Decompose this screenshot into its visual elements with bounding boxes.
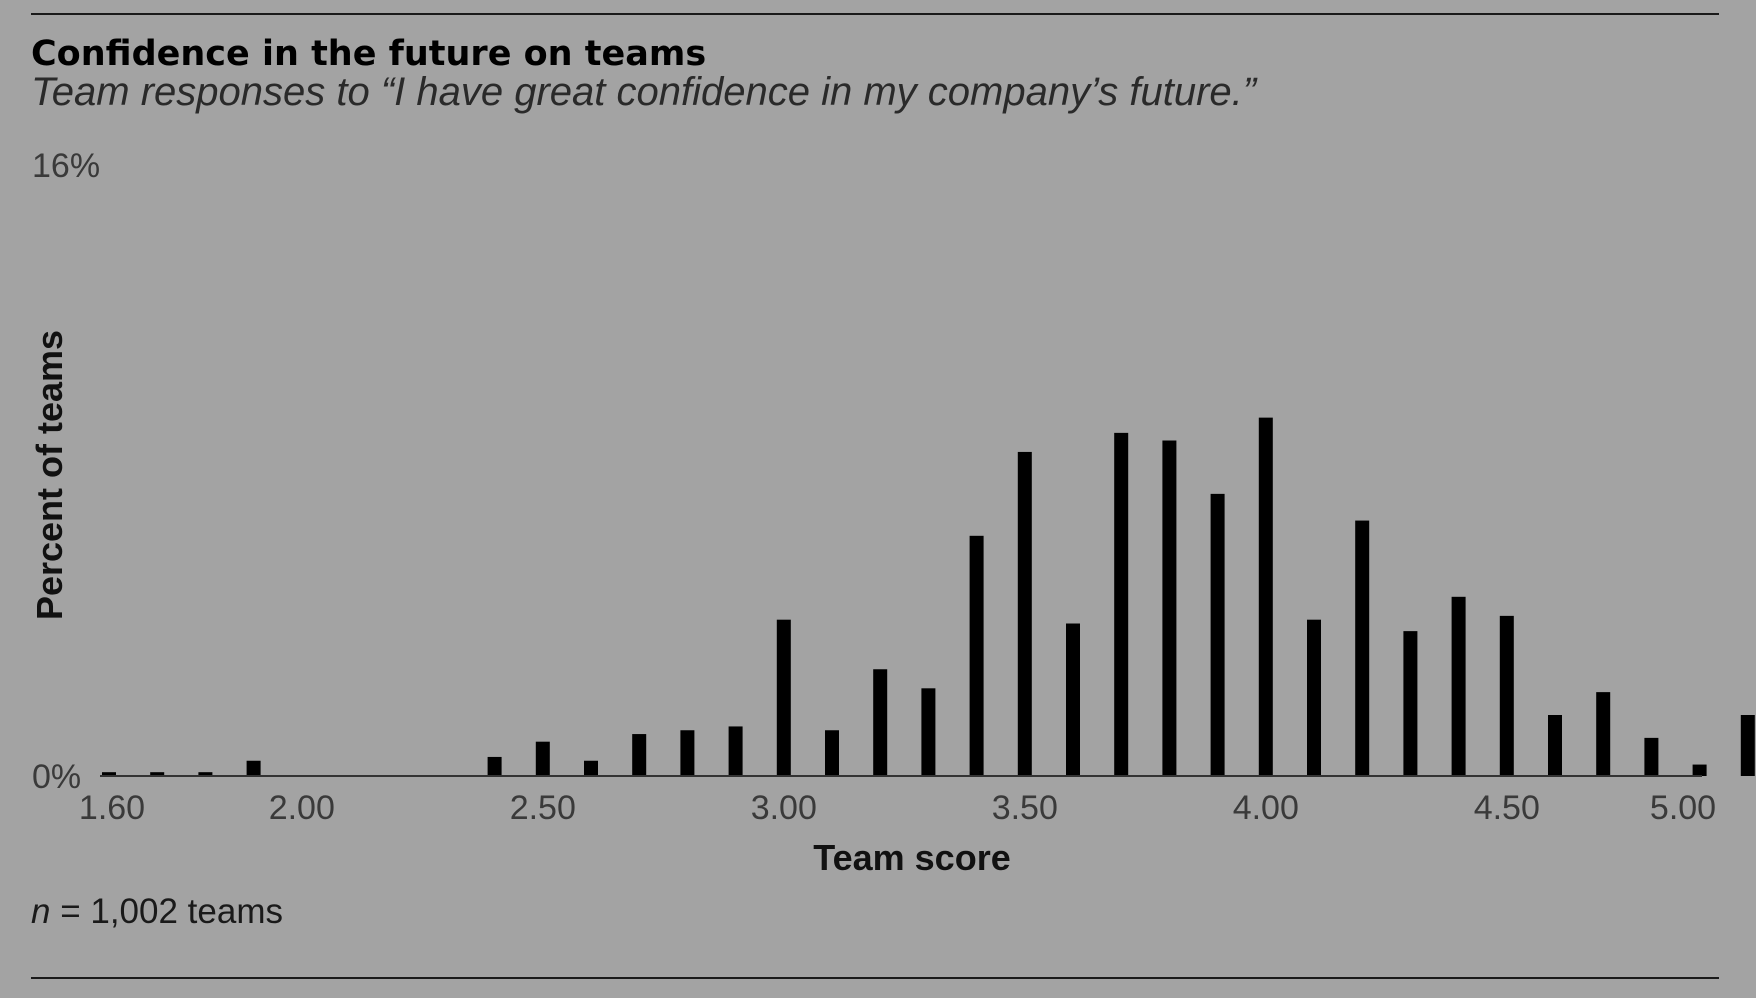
y-tick-label: 0%: [32, 758, 81, 796]
x-tick-label: 4.50: [1474, 789, 1540, 827]
histogram-bar: [246, 760, 261, 776]
histogram-bar: [728, 726, 743, 776]
histogram-bar: [873, 669, 888, 776]
histogram-bar: [1499, 615, 1514, 776]
histogram-bar: [1017, 451, 1032, 776]
histogram-bar: [1114, 432, 1129, 776]
histogram-bar: [1548, 715, 1562, 776]
x-tick-label: 2.50: [510, 789, 576, 827]
histogram-bar: [1258, 417, 1273, 776]
histogram-bar: [1066, 623, 1080, 776]
histogram-bar: [198, 772, 213, 776]
histogram-bar: [1403, 631, 1418, 776]
histogram-bar: [1692, 764, 1707, 776]
histogram-bar: [1740, 715, 1755, 776]
histogram-bar: [150, 772, 165, 776]
histogram-bar: [825, 730, 839, 776]
histogram-bar: [584, 760, 598, 776]
histogram-bar: [1596, 692, 1611, 776]
sample-size-symbol: n: [31, 892, 51, 931]
histogram-bar: [487, 756, 502, 776]
histogram-bar: [535, 741, 550, 776]
histogram-bar: [1451, 596, 1466, 776]
histogram-bar: [680, 730, 695, 776]
x-tick-label: 4.00: [1233, 789, 1299, 827]
histogram-bar: [776, 619, 791, 776]
histogram-bar: [969, 535, 984, 776]
chart-subtitle: Team responses to “I have great confiden…: [31, 70, 1257, 114]
histogram-bar: [1210, 493, 1225, 776]
histogram-bar: [921, 688, 936, 776]
x-tick-label: 3.00: [751, 789, 817, 827]
histogram-bar: [1644, 737, 1659, 776]
chart-title: Confidence in the future on teams: [31, 34, 707, 74]
y-tick-label: 16%: [32, 147, 100, 185]
y-axis-title: Percent of teams: [29, 330, 70, 620]
x-axis-title: Team score: [813, 837, 1010, 878]
x-tick-label: 1.60: [79, 789, 145, 827]
histogram-bar: [1307, 619, 1321, 776]
top-rule: [31, 13, 1719, 15]
sample-size-text: = 1,002 teams: [50, 892, 283, 931]
bottom-rule: [31, 977, 1719, 979]
histogram-bar: [632, 734, 647, 776]
x-tick-label: 2.00: [269, 789, 335, 827]
x-tick-label: 5.00: [1650, 789, 1716, 827]
histogram-bar: [1162, 440, 1177, 776]
histogram-bar: [1355, 520, 1370, 776]
x-tick-label: 3.50: [992, 789, 1058, 827]
sample-size-note: n = 1,002 teams: [31, 892, 283, 932]
histogram-bar: [102, 772, 116, 776]
